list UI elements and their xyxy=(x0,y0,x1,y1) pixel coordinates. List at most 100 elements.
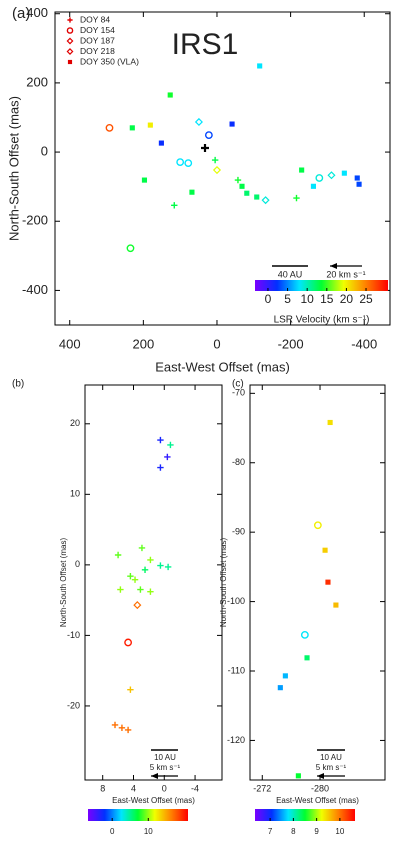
point xyxy=(244,190,250,196)
point xyxy=(164,453,171,461)
point xyxy=(129,125,135,131)
point xyxy=(327,171,336,180)
point xyxy=(176,158,185,167)
colorbar-tick-label: 0 xyxy=(110,827,115,836)
colorbar-tick-label: 25 xyxy=(359,292,373,306)
colorbar-tick-label: 10 xyxy=(335,827,344,836)
colorbar-tick-label: 15 xyxy=(320,292,334,306)
colorbar-tick-label: 20 xyxy=(340,292,354,306)
point xyxy=(164,563,172,571)
point xyxy=(277,685,283,691)
plot-frame xyxy=(84,384,223,781)
annotation: 40 AU xyxy=(278,269,303,279)
annotation: 5 km s⁻¹ xyxy=(150,763,181,772)
colorbar-tick-label: 10 xyxy=(144,827,153,836)
point xyxy=(325,579,331,585)
point xyxy=(295,773,301,779)
point xyxy=(147,556,154,564)
plot-frame xyxy=(249,384,386,781)
x-tick-label: 8 xyxy=(100,783,105,793)
point xyxy=(157,464,164,471)
y-axis-label: North-South Offset (mas) xyxy=(219,538,228,628)
y-tick-label: -110 xyxy=(228,665,245,675)
x-tick-label: -400 xyxy=(351,336,377,351)
point xyxy=(127,572,134,580)
point xyxy=(356,181,362,187)
point xyxy=(341,170,347,176)
point xyxy=(299,167,305,173)
point xyxy=(315,174,324,182)
point xyxy=(204,131,213,140)
x-axis-label: East-West Offset (mas) xyxy=(155,359,290,374)
annotation: 20 km s⁻¹ xyxy=(326,269,365,279)
y-tick-label: -400 xyxy=(22,282,48,297)
legend-marker xyxy=(66,48,74,55)
legend-label: DOY 350 (VLA) xyxy=(80,56,139,66)
point xyxy=(127,686,134,693)
point xyxy=(229,121,235,127)
point xyxy=(212,166,222,175)
x-tick-label: 0 xyxy=(213,336,220,351)
point xyxy=(114,551,122,559)
point xyxy=(138,544,146,552)
panel-label: (b) xyxy=(12,379,24,390)
point xyxy=(300,631,309,639)
point xyxy=(239,183,245,189)
point xyxy=(304,655,310,661)
colorbar-tick-label: 10 xyxy=(301,292,315,306)
legend-label: DOY 187 xyxy=(80,35,115,45)
point xyxy=(124,638,133,647)
point xyxy=(131,576,139,583)
annotation: 10 AU xyxy=(154,753,176,762)
y-tick-label: -120 xyxy=(227,735,245,745)
legend-label: DOY 218 xyxy=(80,46,115,56)
y-tick-label: -90 xyxy=(232,527,245,537)
point xyxy=(147,588,154,595)
colorbar-tick-label: 0 xyxy=(265,292,272,306)
point xyxy=(126,244,135,253)
point xyxy=(261,196,270,205)
point xyxy=(327,419,333,426)
legend-marker xyxy=(66,27,74,34)
x-tick-label: -4 xyxy=(191,783,199,793)
colorbar-tick-label: 5 xyxy=(284,292,291,306)
x-axis-label: East-West Offset (mas) xyxy=(276,796,359,805)
point xyxy=(137,586,144,593)
panel-label: (a) xyxy=(12,5,30,22)
legend-marker xyxy=(67,17,73,23)
x-tick-label: -200 xyxy=(278,336,304,351)
point xyxy=(118,724,126,732)
x-axis-label: East-West Offset (mas) xyxy=(112,796,195,805)
legend-marker xyxy=(66,37,74,45)
point xyxy=(293,194,300,202)
point xyxy=(141,177,148,183)
point xyxy=(157,436,164,444)
point xyxy=(189,189,195,195)
y-tick-label: -200 xyxy=(22,213,48,228)
point xyxy=(333,602,339,608)
y-axis-label: North-South Offset (mas) xyxy=(6,96,21,241)
colorbar xyxy=(88,809,188,821)
colorbar-label: LSR Velocity (km s⁻¹) xyxy=(274,315,370,326)
point xyxy=(105,123,114,132)
legend-marker xyxy=(67,59,73,65)
point xyxy=(111,721,119,729)
point xyxy=(194,117,203,127)
panel-label: (c) xyxy=(232,379,244,390)
annotation: IRS1 xyxy=(172,28,239,61)
y-tick-label: -20 xyxy=(67,700,80,710)
point xyxy=(147,122,153,128)
y-axis-label: North-South Offset (mas) xyxy=(59,538,68,628)
point xyxy=(117,586,124,593)
colorbar-tick-label: 7 xyxy=(268,827,273,836)
colorbar xyxy=(255,280,388,291)
y-tick-label: 20 xyxy=(70,418,80,428)
y-tick-label: -80 xyxy=(232,457,245,467)
point xyxy=(234,176,242,184)
point xyxy=(282,673,288,679)
point xyxy=(354,175,360,181)
x-tick-label: 200 xyxy=(133,336,155,351)
y-tick-label: 0 xyxy=(75,559,80,569)
plot-frame xyxy=(54,11,391,326)
